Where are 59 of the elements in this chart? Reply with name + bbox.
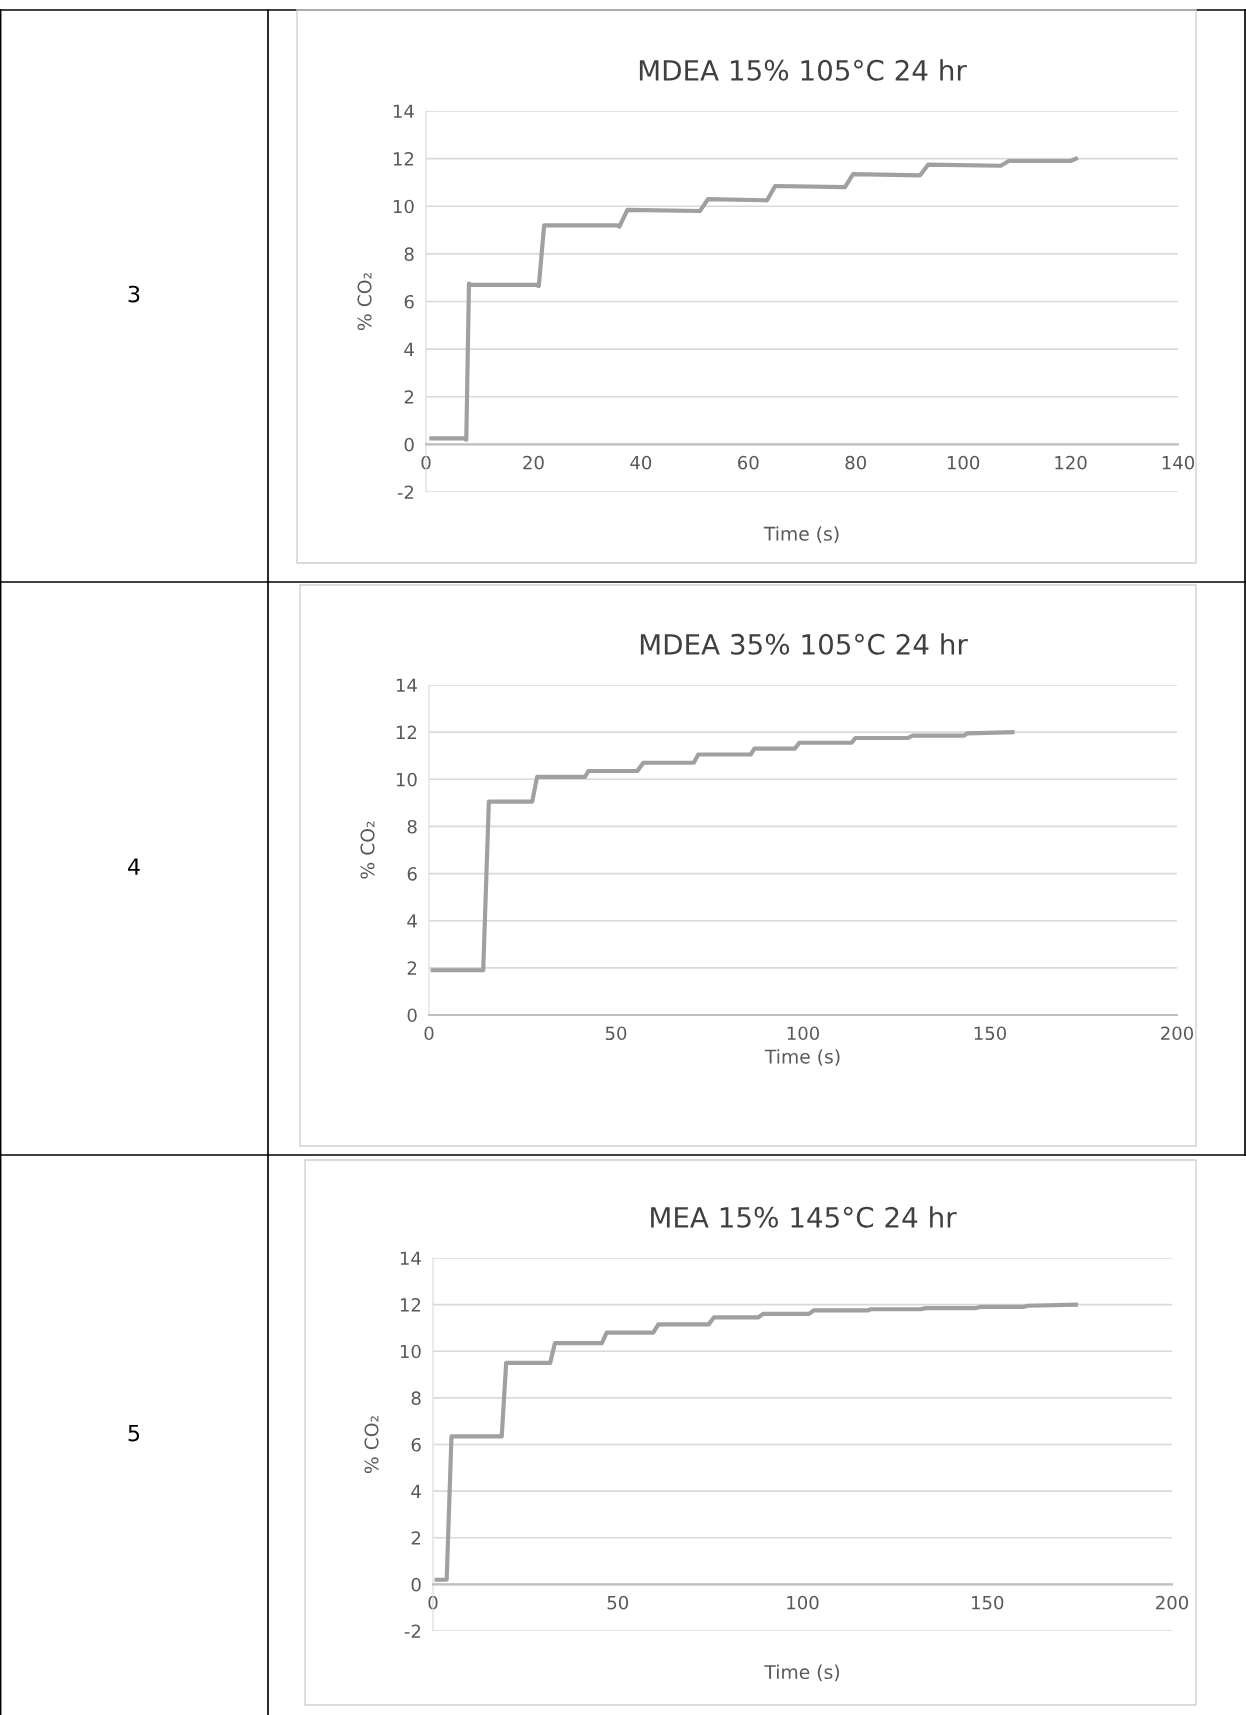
y-tick-label: 0 <box>411 1577 421 1592</box>
x-tick-label: 100 <box>947 455 980 470</box>
chart-title: MDEA 15% 105°C 24 hr <box>639 59 967 81</box>
x-tick-label: 0 <box>428 1595 438 1610</box>
x-tick-label: 140 <box>1162 455 1195 470</box>
x-tick-label: 50 <box>605 1026 627 1041</box>
y-tick-label: 8 <box>404 247 414 261</box>
y-axis-title: % CO₂ <box>357 273 372 331</box>
y-tick-label: 14 <box>393 104 414 118</box>
text: 3 <box>128 285 140 303</box>
y-tick-label: 12 <box>393 152 414 166</box>
y-tick-label: -2 <box>404 1624 421 1638</box>
y-tick-label: 8 <box>411 1391 421 1405</box>
text: 4 <box>128 858 140 875</box>
x-tick-label: 120 <box>1055 455 1087 470</box>
y-tick-label: 8 <box>407 819 417 834</box>
x-tick-label: 0 <box>421 455 431 470</box>
y-tick-label: 10 <box>393 199 414 214</box>
x-tick-label: 100 <box>787 1595 819 1610</box>
y-tick-label: 2 <box>404 390 414 404</box>
x-tick-label: 200 <box>1161 1026 1194 1041</box>
y-tick-label: 10 <box>396 772 417 787</box>
y-axis-title: % CO₂ <box>364 1416 379 1474</box>
y-tick-label: 6 <box>411 1437 421 1452</box>
x-tick-label: 40 <box>630 455 652 470</box>
y-tick-label: 4 <box>407 914 417 928</box>
y-tick-label: 14 <box>400 1251 421 1265</box>
y-tick-label: -2 <box>397 485 414 499</box>
x-tick-label: 80 <box>845 455 866 470</box>
y-tick-label: 4 <box>404 342 414 356</box>
chart-title: MEA 15% 145°C 24 hr <box>651 1206 957 1228</box>
x-axis-title: Time (s) <box>764 1049 840 1066</box>
x-tick-label: 20 <box>523 455 544 470</box>
x-axis-title: Time (s) <box>763 526 839 544</box>
x-tick-label: 150 <box>972 1595 1004 1610</box>
line-series <box>430 730 1015 973</box>
y-tick-label: 6 <box>404 294 414 309</box>
y-tick-label: 12 <box>396 725 417 739</box>
x-axis-title: Time (s) <box>764 1664 840 1682</box>
x-tick-label: 150 <box>974 1026 1007 1041</box>
y-tick-label: 2 <box>407 961 417 975</box>
y-tick-label: 12 <box>400 1298 421 1312</box>
x-tick-label: 0 <box>424 1026 434 1041</box>
y-axis-title: % CO₂ <box>360 821 375 879</box>
y-tick-label: 10 <box>400 1344 421 1359</box>
y-tick-label: 14 <box>396 678 417 692</box>
line-series <box>434 1302 1079 1582</box>
text: 5 <box>128 1424 140 1442</box>
y-tick-label: 4 <box>411 1484 421 1498</box>
x-tick-label: 60 <box>738 455 759 470</box>
x-tick-label: 100 <box>787 1026 820 1041</box>
y-tick-label: 2 <box>411 1531 421 1545</box>
y-tick-label: 0 <box>407 1008 417 1023</box>
x-tick-label: 200 <box>1156 1595 1189 1610</box>
y-tick-label: 0 <box>404 437 414 452</box>
x-tick-label: 50 <box>607 1595 629 1610</box>
line-series <box>429 156 1079 442</box>
chart-title: MDEA 35% 105°C 24 hr <box>640 633 968 655</box>
y-tick-label: 6 <box>407 867 417 881</box>
